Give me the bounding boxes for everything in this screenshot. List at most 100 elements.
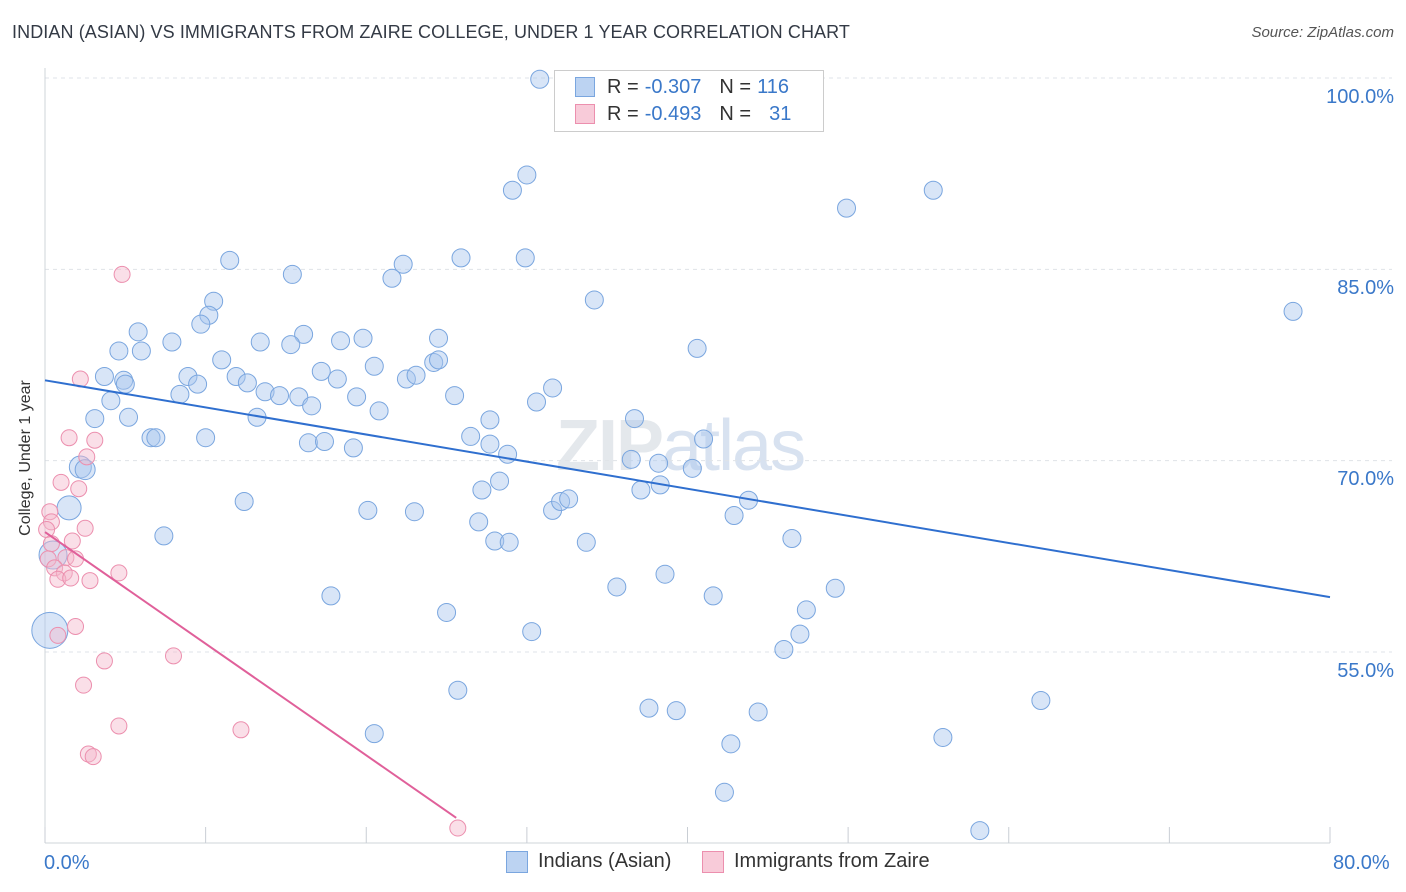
point-indians-73	[490, 471, 510, 491]
series-legend-indians: Indians (Asian)	[506, 850, 671, 873]
point-indians-42	[255, 382, 275, 402]
point-indians-88	[485, 531, 505, 551]
point-zaire-12	[63, 532, 81, 550]
point-indians-10	[382, 268, 402, 288]
point-indians-23	[429, 328, 449, 348]
point-indians-34	[178, 366, 198, 386]
point-indians-70	[621, 449, 641, 469]
point-indians-106	[639, 698, 659, 718]
stats-legend: R = -0.307 N = 116 R = -0.493 N = 31	[554, 70, 824, 132]
point-zaire-19	[49, 570, 67, 588]
point-indians-83	[559, 489, 579, 509]
point-zaire-29	[79, 745, 97, 763]
legend-n-value: 116	[757, 75, 789, 98]
x-tick-label-max: 80.0%	[1333, 852, 1390, 874]
point-indians-36	[226, 366, 246, 386]
point-indians-11	[584, 290, 604, 310]
point-indians-64	[461, 426, 481, 446]
point-indians-82	[551, 491, 571, 511]
point-indians-4	[837, 198, 857, 218]
point-indians-97	[321, 586, 341, 606]
trendline-indians	[44, 379, 1331, 599]
series-swatch-pink	[702, 850, 724, 873]
legend-r-value: -0.307	[644, 75, 702, 98]
watermark: ZIPatlas	[556, 405, 806, 487]
legend-row-indians: R = -0.307 N = 116	[575, 74, 789, 100]
series-legend-zaire: Immigrants from Zaire	[702, 850, 930, 873]
point-zaire-0	[113, 265, 131, 283]
point-indians-41	[406, 365, 426, 385]
point-zaire-26	[75, 676, 93, 694]
point-zaire-25	[95, 652, 113, 670]
point-indians-74	[472, 480, 492, 500]
point-indians-93	[655, 564, 675, 584]
x-tick-label-min: 0.0%	[44, 852, 90, 874]
point-indians-56	[480, 410, 500, 430]
point-indians-6	[282, 264, 302, 284]
point-indians-59	[146, 428, 166, 448]
point-zaire-20	[62, 569, 80, 587]
point-indians-51	[101, 391, 121, 411]
point-indians-17	[294, 324, 314, 344]
point-indians-89	[499, 532, 519, 552]
point-indians-96	[703, 586, 723, 606]
point-indians-20	[281, 335, 301, 355]
point-indians-8	[451, 248, 471, 268]
point-zaire-22	[67, 617, 85, 635]
point-indians-3	[923, 180, 943, 200]
point-indians-9	[515, 248, 535, 268]
point-indians-99	[796, 600, 816, 620]
point-indians-66	[498, 444, 518, 464]
point-indians-111	[721, 734, 741, 754]
legend-r-label: R =	[607, 102, 639, 125]
point-indians-103	[774, 639, 794, 659]
point-zaire-13	[39, 550, 57, 568]
point-indians-101	[522, 622, 542, 642]
point-zaire-30	[84, 748, 102, 766]
point-indians-79	[358, 500, 378, 520]
point-indians-2	[502, 180, 522, 200]
point-indians-46	[347, 387, 367, 407]
point-indians-65	[480, 434, 500, 454]
point-indians-25	[109, 341, 129, 361]
point-indians-7	[393, 254, 413, 274]
point-indians-55	[369, 401, 389, 421]
point-zaire-5	[52, 473, 70, 491]
series-legend: Indians (Asian) Immigrants from Zaire	[0, 850, 1406, 880]
point-indians-110	[933, 727, 953, 747]
point-indians-63	[343, 438, 363, 458]
point-indians-104	[448, 680, 468, 700]
legend-n-label: N =	[719, 75, 752, 98]
point-indians-108	[748, 702, 768, 722]
point-indians-80	[404, 502, 424, 522]
legend-swatch-pink	[575, 104, 595, 124]
point-indians-113	[970, 821, 990, 841]
point-indians-37	[237, 373, 257, 393]
point-indians-12	[1283, 301, 1303, 321]
legend-r-label: R =	[607, 75, 639, 98]
point-indians-0	[530, 69, 550, 89]
trendline-zaire	[44, 531, 457, 819]
point-indians-71	[649, 453, 669, 473]
point-indians-95	[825, 578, 845, 598]
point-indians-72	[682, 458, 702, 478]
point-indians-58	[141, 428, 161, 448]
point-indians-84	[724, 506, 744, 526]
point-indians-32	[94, 366, 114, 386]
point-indians-52	[85, 409, 105, 429]
point-indians-91	[782, 528, 802, 548]
point-zaire-18	[110, 564, 128, 582]
point-indians-30	[396, 369, 416, 389]
y-tick-label-100: 100.0%	[1326, 86, 1394, 108]
point-zaire-21	[81, 572, 99, 590]
point-indians-90	[576, 532, 596, 552]
point-indians-49	[302, 396, 322, 416]
point-indians-1	[517, 165, 537, 185]
point-indians-38	[327, 369, 347, 389]
point-indians-28	[311, 361, 331, 381]
point-zaire-6	[70, 480, 88, 498]
legend-swatch-blue	[575, 77, 595, 97]
point-indians-22	[353, 328, 373, 348]
point-indians-62	[314, 432, 334, 452]
legend-n-value: 31	[769, 102, 792, 125]
